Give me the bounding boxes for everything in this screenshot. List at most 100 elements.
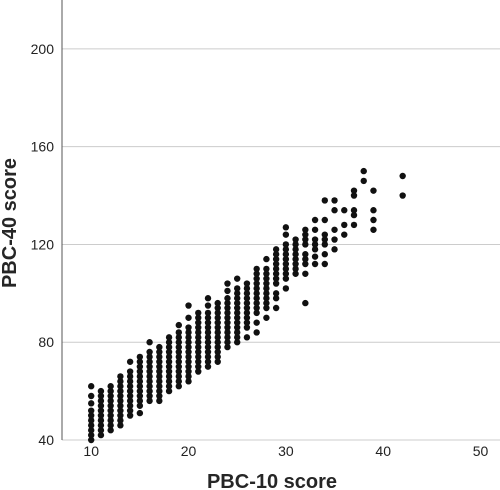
- data-point: [136, 402, 144, 409]
- data-point: [107, 417, 114, 424]
- data-point: [292, 270, 299, 277]
- data-point: [97, 387, 105, 395]
- data-point: [146, 387, 153, 395]
- data-point: [263, 304, 270, 312]
- data-point: [272, 255, 280, 263]
- data-point: [175, 368, 182, 375]
- data-point: [126, 378, 134, 385]
- data-point: [370, 226, 377, 233]
- data-point: [117, 397, 124, 405]
- data-point: [224, 329, 231, 336]
- data-point: [282, 285, 290, 292]
- data-point: [214, 358, 221, 365]
- data-point: [272, 295, 280, 302]
- data-point: [302, 270, 309, 277]
- data-point: [360, 177, 367, 185]
- data-point: [350, 187, 358, 194]
- data-point: [234, 319, 241, 326]
- data-point: [88, 400, 95, 407]
- data-point: [165, 334, 173, 341]
- data-point: [263, 299, 270, 307]
- data-point: [214, 309, 221, 317]
- data-point: [165, 353, 173, 361]
- x-tick-label-20: 20: [181, 443, 197, 459]
- data-point: [311, 216, 319, 224]
- data-point: [321, 231, 328, 238]
- data-point: [302, 226, 309, 233]
- y-tick-label-80: 80: [38, 334, 54, 350]
- data-point: [311, 236, 319, 243]
- data-point: [117, 387, 124, 395]
- data-point: [234, 299, 241, 307]
- data-point: [146, 397, 153, 405]
- data-point: [175, 358, 182, 365]
- data-point: [204, 309, 212, 317]
- data-point: [175, 378, 182, 385]
- data-point: [253, 299, 260, 307]
- data-point: [234, 329, 241, 336]
- data-point: [234, 290, 241, 297]
- data-point: [195, 348, 202, 356]
- data-point: [321, 236, 328, 243]
- data-point: [185, 314, 192, 321]
- data-point: [350, 207, 358, 214]
- data-point: [399, 172, 406, 180]
- data-point: [97, 431, 105, 439]
- data-point: [234, 314, 241, 321]
- data-point: [370, 187, 377, 194]
- data-point: [185, 343, 192, 351]
- data-point: [136, 353, 144, 361]
- data-point: [292, 236, 299, 243]
- data-point: [126, 402, 134, 409]
- data-point: [97, 427, 105, 434]
- data-point: [97, 397, 105, 405]
- data-point: [136, 373, 144, 380]
- data-point: [146, 378, 153, 385]
- data-points: [88, 167, 406, 444]
- data-point: [234, 334, 241, 341]
- data-point: [195, 353, 202, 361]
- data-point: [224, 319, 231, 326]
- data-point: [253, 329, 260, 336]
- data-point: [156, 387, 163, 395]
- data-point: [195, 339, 202, 346]
- data-point: [224, 309, 231, 317]
- data-point: [204, 363, 212, 370]
- data-point: [185, 339, 192, 346]
- data-point: [146, 373, 153, 380]
- y-tick-label-200: 200: [31, 41, 55, 57]
- data-point: [136, 392, 144, 400]
- data-point: [331, 236, 338, 243]
- data-point: [175, 321, 182, 329]
- data-point: [253, 304, 260, 312]
- x-axis-title: PBC-10 score: [207, 471, 337, 490]
- data-point: [243, 304, 251, 312]
- data-point: [126, 358, 134, 365]
- data-point: [117, 383, 124, 390]
- data-point: [88, 383, 95, 390]
- y-tick-label-40: 40: [38, 432, 54, 448]
- data-point: [107, 427, 114, 434]
- data-point: [234, 324, 241, 331]
- data-point: [321, 216, 328, 224]
- data-point: [195, 324, 202, 331]
- data-point: [175, 383, 182, 390]
- data-point: [156, 363, 163, 370]
- data-point: [156, 383, 163, 390]
- data-point: [204, 295, 212, 302]
- data-point: [234, 285, 241, 292]
- data-point: [272, 275, 280, 282]
- data-point: [243, 324, 251, 331]
- data-point: [214, 304, 221, 312]
- data-point: [204, 348, 212, 356]
- data-point: [97, 402, 105, 409]
- data-point: [97, 392, 105, 400]
- data-point: [175, 348, 182, 356]
- data-point: [302, 255, 309, 263]
- data-point: [204, 329, 212, 336]
- data-point: [195, 343, 202, 351]
- data-point: [204, 302, 212, 309]
- data-point: [272, 280, 280, 287]
- data-point: [234, 275, 241, 282]
- data-point: [263, 255, 270, 263]
